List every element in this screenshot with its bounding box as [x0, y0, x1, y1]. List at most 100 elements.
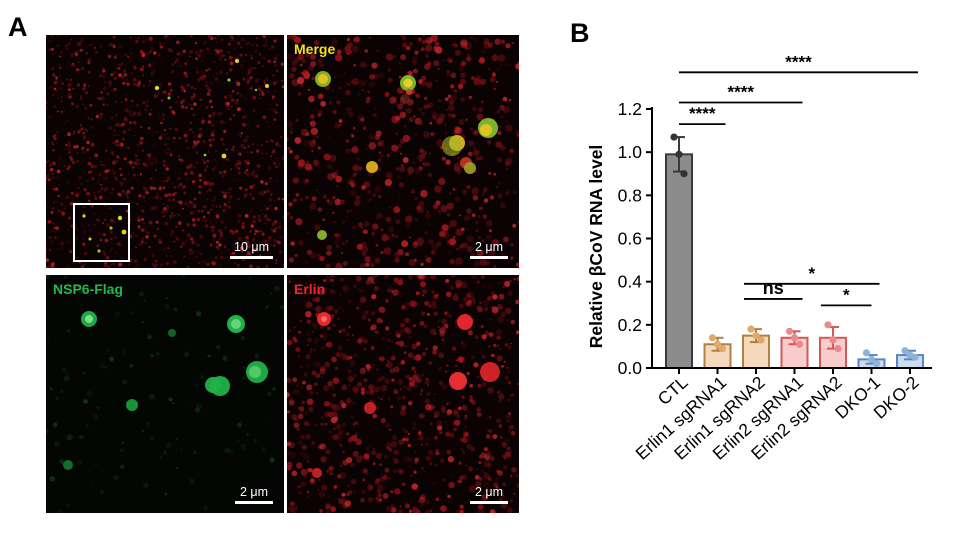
merge-punctum: [317, 230, 327, 240]
data-point-5-2: [872, 360, 881, 368]
y-tick-label: 0.6: [618, 229, 642, 249]
data-point-6-2: [911, 353, 919, 361]
erlin-scale-label: 2 μm: [474, 485, 504, 499]
data-point-1-2: [718, 344, 727, 353]
merge-punctum: [318, 74, 328, 84]
data-point-2-2: [757, 336, 765, 344]
significance-label: ****: [785, 52, 812, 71]
nsp6-punctum: [168, 329, 176, 337]
erlin-punctum: [364, 402, 376, 414]
significance-label: ns: [763, 278, 784, 298]
merge-image: [287, 35, 519, 268]
data-point-1-0: [708, 334, 717, 342]
y-tick-label: 0.0: [618, 358, 643, 378]
y-axis-label: Relative βCoV RNA level: [586, 145, 606, 349]
panel-a-letter: A: [8, 12, 28, 42]
colocalized-punctum: [109, 226, 113, 230]
data-point-0-2: [680, 170, 688, 178]
data-point-5-1: [867, 355, 876, 363]
data-point-5-0: [862, 349, 871, 357]
merge-punctum: [403, 78, 413, 88]
colocalized-punctum: [227, 78, 231, 82]
data-point-4-2: [834, 344, 842, 353]
data-point-6-0: [901, 347, 909, 355]
nsp6-punctum: [205, 377, 221, 393]
data-point-2-1: [752, 332, 760, 340]
erlin-image: [287, 275, 519, 513]
data-point-4-1: [829, 336, 837, 344]
overview-scale-bar: 10 μm: [230, 240, 273, 259]
colocalized-punctum: [167, 96, 171, 100]
data-point-3-0: [785, 327, 794, 335]
merge-punctum: [464, 162, 476, 174]
micrograph-overview: 10 μm: [46, 35, 284, 268]
data-point-0-0: [670, 133, 678, 141]
colocalized-punctum: [221, 153, 227, 159]
data-point-1-1: [713, 340, 722, 348]
merge-scale-label: 2 μm: [474, 240, 504, 254]
significance-brackets: **** **** **** ns * *: [679, 52, 918, 307]
merge-punctum: [366, 161, 378, 173]
micrograph-nsp6-flag: NSP6-Flag 2 μm: [46, 275, 284, 513]
nsp6-flag-scale-label: 2 μm: [239, 485, 269, 499]
nsp6-punctum: [63, 460, 73, 470]
merge-punctum: [400, 94, 410, 104]
significance-label: ****: [689, 104, 716, 123]
bar-0: [665, 153, 693, 369]
merge-punctum: [406, 89, 412, 95]
y-axis: 0.0 0.2 0.4 0.6 0.8 1.0 1.2: [618, 99, 653, 378]
data-point-3-2: [795, 340, 804, 348]
erlin-label: Erlin: [294, 281, 326, 297]
y-tick-label: 0.2: [618, 315, 642, 335]
nsp6-flag-scale-line: [235, 501, 273, 504]
nsp6-flag-image: [46, 275, 284, 513]
zoom-box: [73, 203, 130, 262]
overview-image: [46, 35, 284, 268]
significance-label: *: [843, 285, 850, 304]
erlin-punctum: [312, 468, 322, 478]
data-point-3-1: [790, 334, 799, 342]
significance-label: *: [808, 264, 815, 283]
nsp6-punctum: [85, 315, 93, 323]
speckle-texture: [287, 35, 519, 268]
merge-punctum: [480, 124, 492, 136]
bars: [665, 133, 924, 370]
nsp6-flag-scale-bar: 2 μm: [235, 485, 273, 504]
colocalized-punctum: [265, 84, 269, 88]
micrograph-erlin: Erlin 2 μm: [287, 275, 519, 513]
speckle-texture: [46, 275, 284, 513]
overview-scale-line: [230, 256, 273, 259]
nsp6-punctum: [126, 399, 138, 411]
merge-punctum: [442, 136, 462, 156]
colocalized-punctum: [121, 229, 127, 235]
data-point-0-1: [675, 150, 683, 158]
overview-scale-label: 10 μm: [234, 240, 269, 254]
nsp6-punctum: [231, 319, 241, 329]
colocalized-punctum: [88, 237, 92, 241]
erlin-scale-bar: 2 μm: [470, 485, 508, 504]
colocalized-punctum: [154, 85, 160, 91]
colocalized-punctum: [82, 214, 86, 218]
y-tick-label: 1.0: [618, 142, 643, 162]
speckle-texture: [46, 35, 284, 268]
erlin-punctum: [480, 362, 500, 382]
speckle-texture: [287, 275, 519, 513]
colocalized-punctum: [117, 215, 123, 221]
merge-scale-bar: 2 μm: [470, 240, 508, 259]
y-tick-label: 0.4: [618, 272, 643, 292]
erlin-punctum: [449, 372, 467, 390]
erlin-punctum: [457, 314, 473, 330]
data-point-2-0: [747, 325, 755, 333]
erlin-punctum: [321, 316, 327, 322]
panel-b-letter: B: [570, 18, 590, 48]
merge-label: Merge: [294, 41, 336, 57]
data-point-4-0: [824, 321, 832, 329]
nsp6-flag-label: NSP6-Flag: [53, 281, 124, 297]
y-tick-label: 0.8: [618, 185, 642, 205]
colocalized-punctum: [254, 88, 258, 92]
nsp6-punctum: [249, 366, 261, 378]
colocalized-punctum: [203, 153, 207, 157]
erlin-scale-line: [470, 501, 508, 504]
